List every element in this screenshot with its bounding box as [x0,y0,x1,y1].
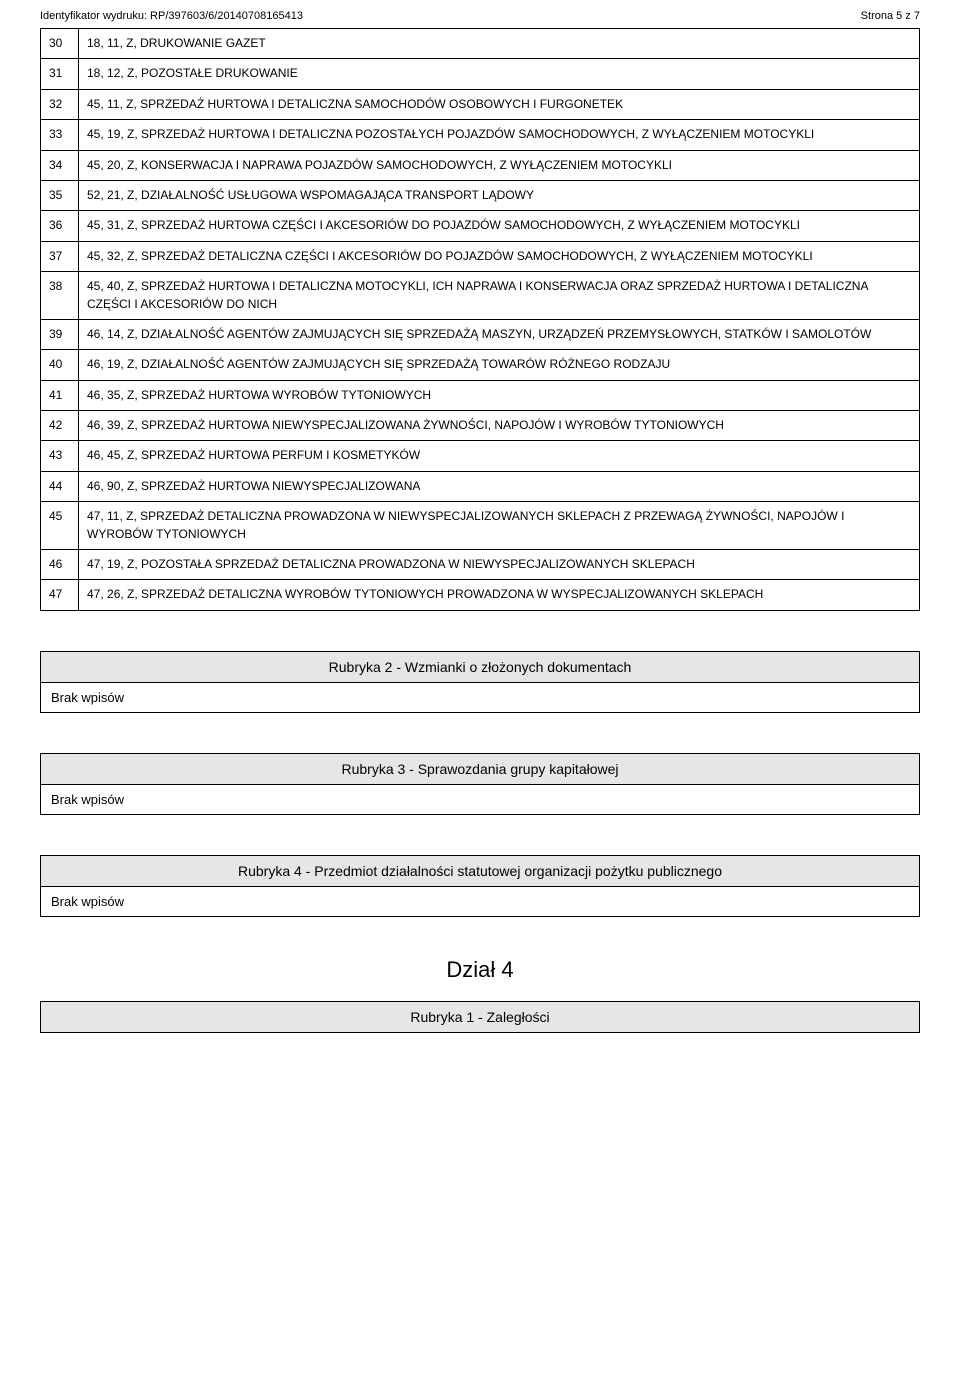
row-index: 42 [41,411,79,441]
row-text: 45, 40, Z, SPRZEDAŻ HURTOWA I DETALICZNA… [79,272,920,320]
table-row: 3645, 31, Z, SPRZEDAŻ HURTOWA CZĘŚCI I A… [41,211,920,241]
table-row: 3845, 40, Z, SPRZEDAŻ HURTOWA I DETALICZ… [41,272,920,320]
row-text: 46, 90, Z, SPRZEDAŻ HURTOWA NIEWYSPECJAL… [79,471,920,501]
table-row: 3946, 14, Z, DZIAŁALNOŚĆ AGENTÓW ZAJMUJĄ… [41,319,920,349]
table-row: 4246, 39, Z, SPRZEDAŻ HURTOWA NIEWYSPECJ… [41,411,920,441]
row-index: 34 [41,150,79,180]
table-row: 4747, 26, Z, SPRZEDAŻ DETALICZNA WYROBÓW… [41,580,920,610]
row-text: 47, 11, Z, SPRZEDAŻ DETALICZNA PROWADZON… [79,502,920,550]
row-text: 18, 11, Z, DRUKOWANIE GAZET [79,29,920,59]
activities-table: 3018, 11, Z, DRUKOWANIE GAZET3118, 12, Z… [40,28,920,611]
row-text: 46, 19, Z, DZIAŁALNOŚĆ AGENTÓW ZAJMUJĄCY… [79,350,920,380]
row-index: 37 [41,241,79,271]
row-text: 45, 32, Z, SPRZEDAŻ DETALICZNA CZĘŚCI I … [79,241,920,271]
row-text: 46, 45, Z, SPRZEDAŻ HURTOWA PERFUM I KOS… [79,441,920,471]
rubryka-3-header: Rubryka 3 - Sprawozdania grupy kapitałow… [40,753,920,785]
row-index: 31 [41,59,79,89]
table-row: 4446, 90, Z, SPRZEDAŻ HURTOWA NIEWYSPECJ… [41,471,920,501]
row-index: 30 [41,29,79,59]
table-row: 4146, 35, Z, SPRZEDAŻ HURTOWA WYROBÓW TY… [41,380,920,410]
table-row: 4046, 19, Z, DZIAŁALNOŚĆ AGENTÓW ZAJMUJĄ… [41,350,920,380]
row-text: 47, 19, Z, POZOSTAŁA SPRZEDAŻ DETALICZNA… [79,550,920,580]
table-row: 3018, 11, Z, DRUKOWANIE GAZET [41,29,920,59]
activities-tbody: 3018, 11, Z, DRUKOWANIE GAZET3118, 12, Z… [41,29,920,611]
rubryka-4-body: Brak wpisów [40,887,920,917]
row-index: 46 [41,550,79,580]
table-row: 3345, 19, Z, SPRZEDAŻ HURTOWA I DETALICZ… [41,120,920,150]
table-row: 4547, 11, Z, SPRZEDAŻ DETALICZNA PROWADZ… [41,502,920,550]
row-index: 40 [41,350,79,380]
row-text: 52, 21, Z, DZIAŁALNOŚĆ USŁUGOWA WSPOMAGA… [79,180,920,210]
row-index: 36 [41,211,79,241]
row-index: 39 [41,319,79,349]
table-row: 3552, 21, Z, DZIAŁALNOŚĆ USŁUGOWA WSPOMA… [41,180,920,210]
page: Identyfikator wydruku: RP/397603/6/20140… [0,0,960,1063]
row-text: 18, 12, Z, POZOSTAŁE DRUKOWANIE [79,59,920,89]
row-text: 45, 31, Z, SPRZEDAŻ HURTOWA CZĘŚCI I AKC… [79,211,920,241]
row-index: 43 [41,441,79,471]
dzial-4-title: Dział 4 [40,957,920,983]
table-row: 4647, 19, Z, POZOSTAŁA SPRZEDAŻ DETALICZ… [41,550,920,580]
rubryka-2-body: Brak wpisów [40,683,920,713]
row-index: 45 [41,502,79,550]
row-index: 38 [41,272,79,320]
row-index: 32 [41,89,79,119]
table-row: 3118, 12, Z, POZOSTAŁE DRUKOWANIE [41,59,920,89]
row-text: 46, 39, Z, SPRZEDAŻ HURTOWA NIEWYSPECJAL… [79,411,920,441]
table-row: 3745, 32, Z, SPRZEDAŻ DETALICZNA CZĘŚCI … [41,241,920,271]
print-header: Identyfikator wydruku: RP/397603/6/20140… [40,10,920,22]
row-index: 33 [41,120,79,150]
table-row: 3445, 20, Z, KONSERWACJA I NAPRAWA POJAZ… [41,150,920,180]
row-text: 46, 35, Z, SPRZEDAŻ HURTOWA WYROBÓW TYTO… [79,380,920,410]
identyfikator-wydruku: Identyfikator wydruku: RP/397603/6/20140… [40,10,303,22]
row-text: 45, 20, Z, KONSERWACJA I NAPRAWA POJAZDÓ… [79,150,920,180]
rubryka-3-body: Brak wpisów [40,785,920,815]
row-text: 46, 14, Z, DZIAŁALNOŚĆ AGENTÓW ZAJMUJĄCY… [79,319,920,349]
row-text: 47, 26, Z, SPRZEDAŻ DETALICZNA WYROBÓW T… [79,580,920,610]
rubryka-4-header: Rubryka 4 - Przedmiot działalności statu… [40,855,920,887]
table-row: 4346, 45, Z, SPRZEDAŻ HURTOWA PERFUM I K… [41,441,920,471]
row-text: 45, 11, Z, SPRZEDAŻ HURTOWA I DETALICZNA… [79,89,920,119]
table-row: 3245, 11, Z, SPRZEDAŻ HURTOWA I DETALICZ… [41,89,920,119]
rubryka-2-header: Rubryka 2 - Wzmianki o złożonych dokumen… [40,651,920,683]
row-text: 45, 19, Z, SPRZEDAŻ HURTOWA I DETALICZNA… [79,120,920,150]
page-number: Strona 5 z 7 [861,10,920,22]
row-index: 41 [41,380,79,410]
row-index: 44 [41,471,79,501]
row-index: 35 [41,180,79,210]
rubryka-1-zaleglosci-header: Rubryka 1 - Zaległości [40,1001,920,1033]
row-index: 47 [41,580,79,610]
